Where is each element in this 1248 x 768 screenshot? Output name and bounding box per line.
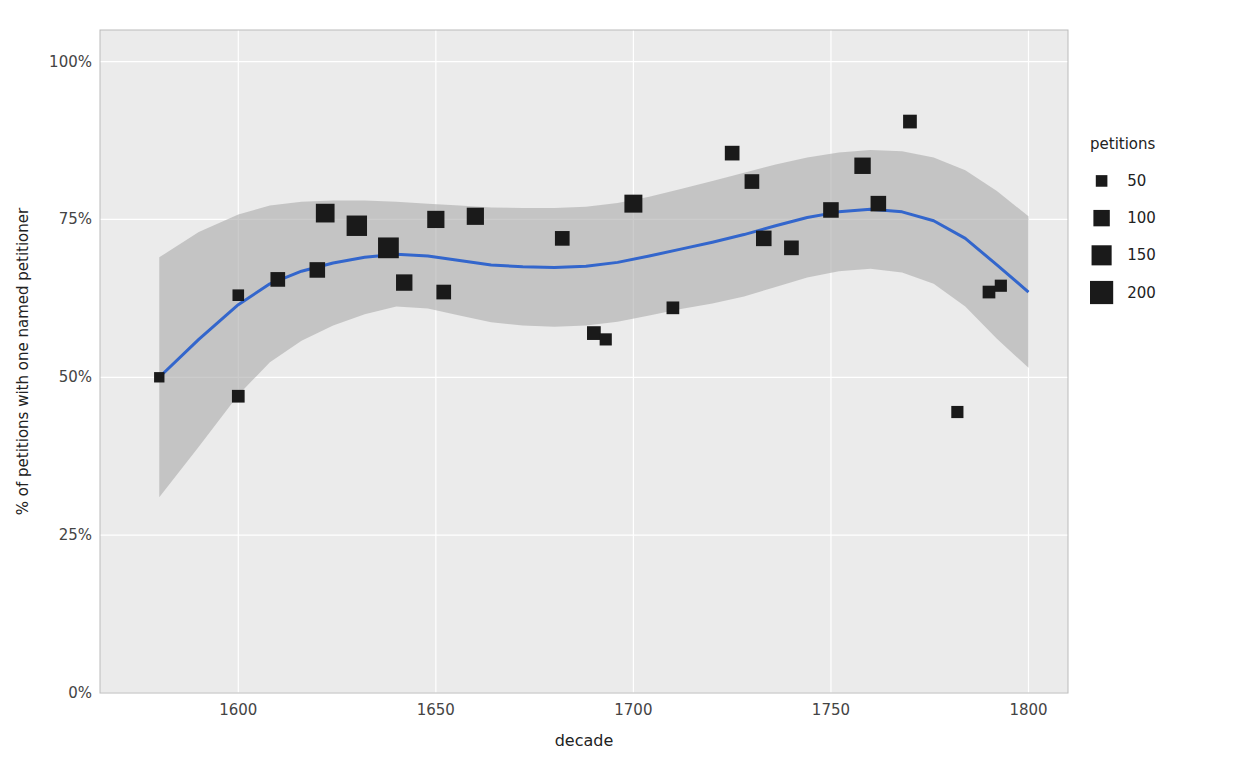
legend-marker [1090, 281, 1113, 304]
grid-line-y [100, 535, 1068, 536]
scatter-point [903, 115, 917, 129]
scatter-point [823, 202, 839, 218]
y-tick-label: 0% [68, 684, 92, 702]
scatter-point [587, 326, 601, 340]
grid-line-x [633, 30, 634, 693]
legend-marker [1092, 245, 1112, 265]
grid-line-x [830, 30, 831, 693]
scatter-point [396, 274, 412, 290]
scatter-point [427, 211, 444, 228]
scatter-point [951, 406, 963, 418]
scatter-point [555, 231, 570, 246]
scatter-point [667, 301, 680, 314]
scatter-point [725, 146, 740, 161]
plot-frame [100, 30, 1068, 693]
grid [100, 30, 1068, 693]
legend-label: 200 [1127, 284, 1156, 302]
scatter-point [784, 241, 799, 256]
scatter-point [316, 204, 335, 223]
legend-marker [1096, 175, 1108, 187]
scatter-point [983, 286, 996, 299]
x-tick-label: 1800 [1009, 701, 1047, 719]
scatter-point [756, 231, 772, 247]
scatter-point [378, 237, 399, 258]
legend-label: 50 [1127, 172, 1146, 190]
scatter-point [600, 333, 612, 345]
scatter-point [871, 196, 887, 212]
scatter-point [467, 208, 484, 225]
y-axis-label: % of petitions with one named petitioner [14, 207, 32, 515]
scatter-point [854, 158, 870, 174]
scatter-point [232, 390, 245, 403]
chart: 1600 1650 1700 1750 1800 0% 25% 50% 75% 100% decad… [0, 0, 1248, 768]
x-tick-label: 1650 [417, 701, 455, 719]
grid-line-x [435, 30, 436, 693]
y-tick-label: 50% [59, 368, 92, 386]
scatter-point [995, 280, 1007, 292]
scatter-point [232, 289, 244, 301]
legend-title: petitions [1090, 135, 1156, 153]
x-tick-label: 1750 [812, 701, 850, 719]
legend-label: 150 [1127, 246, 1156, 264]
plot-background [100, 30, 1068, 693]
scatter-point [436, 285, 451, 300]
legend: petitions 50 100 150 200 [1090, 135, 1156, 304]
trend-line [159, 209, 1028, 377]
data-layer [154, 115, 1028, 498]
scatter-point [624, 195, 642, 213]
scatter-point [347, 216, 367, 236]
scatter-point [154, 372, 164, 382]
grid-line-y [100, 61, 1068, 62]
x-tick-label: 1700 [614, 701, 652, 719]
scatter-point [270, 272, 285, 287]
y-tick-label: 75% [59, 210, 92, 228]
x-axis-label: decade [555, 731, 614, 750]
scatter-point [310, 262, 326, 278]
legend-marker [1093, 210, 1109, 226]
confidence-band [159, 150, 1028, 497]
y-tick-label: 25% [59, 526, 92, 544]
y-tick-label: 100% [49, 53, 92, 71]
scatter-point [745, 174, 760, 189]
x-tick-label: 1600 [219, 701, 257, 719]
legend-label: 100 [1127, 209, 1156, 227]
